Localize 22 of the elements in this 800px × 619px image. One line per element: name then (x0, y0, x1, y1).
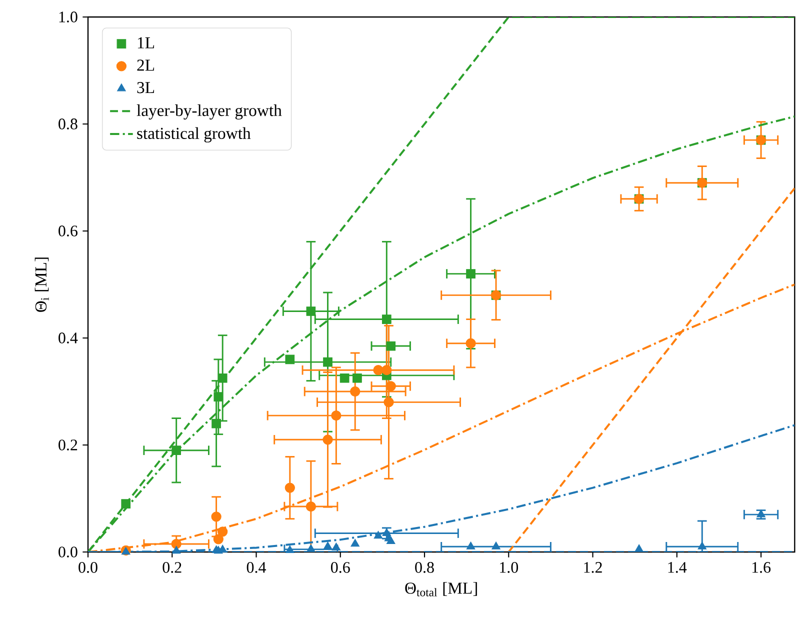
x-tick-label: 1.6 (752, 562, 771, 573)
legend-label: statistical growth (137, 127, 251, 142)
x-tick-label: 0.0 (78, 562, 98, 573)
y-tick-label: 0.2 (58, 440, 78, 450)
legend-label: layer-by-layer growth (136, 104, 282, 120)
x-tick-label: 1.2 (584, 562, 602, 573)
x-tick-label: 0.4 (246, 562, 266, 573)
legend-label: 3L (137, 82, 154, 94)
legend-label: 2L (137, 60, 154, 71)
y-tick-label: 0.0 (58, 546, 78, 558)
legend-label: 1L (138, 37, 154, 48)
y-tick-label: 0.8 (58, 118, 78, 130)
x-tick-label: 1.0 (500, 562, 518, 573)
y-tick-label: 0.4 (58, 332, 78, 344)
x-tick-label: 1.4 (668, 562, 687, 573)
x-tick-label: 0.8 (415, 562, 434, 573)
x-axis-title: Θ$_{total}$ [ML] (405, 582, 477, 596)
x-tick-label: 0.2 (162, 562, 182, 573)
y-axis-title: Θ$_{i}$ [ML] (34, 258, 49, 312)
y-tick-label: 1.0 (59, 12, 78, 22)
y-tick-label: 0.6 (58, 226, 78, 236)
x-tick-label: 0.6 (330, 562, 350, 573)
